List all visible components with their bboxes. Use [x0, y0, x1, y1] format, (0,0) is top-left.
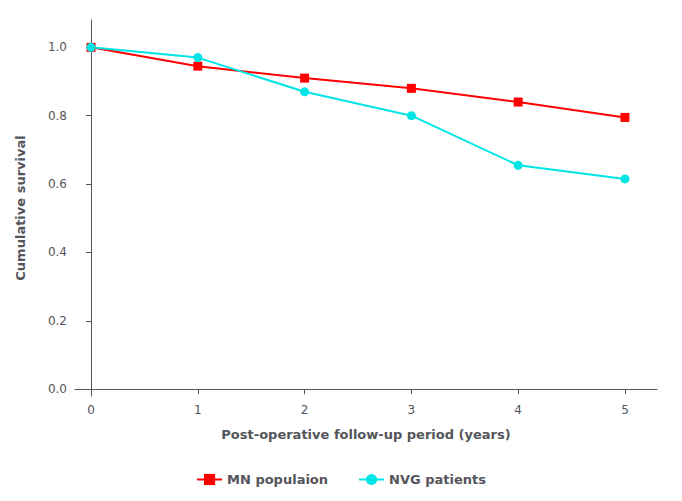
svg-text:0.4: 0.4	[48, 245, 67, 259]
svg-text:1.0: 1.0	[48, 40, 67, 54]
svg-text:4: 4	[514, 403, 522, 417]
svg-text:1: 1	[194, 403, 202, 417]
svg-text:Cumulative survival: Cumulative survival	[13, 135, 28, 280]
svg-text:0.2: 0.2	[48, 314, 67, 328]
svg-text:0.6: 0.6	[48, 177, 67, 191]
svg-text:0.0: 0.0	[48, 382, 67, 396]
svg-text:0.8: 0.8	[48, 109, 67, 123]
svg-text:Post-operative follow-up perio: Post-operative follow-up period (years)	[221, 427, 510, 442]
svg-text:5: 5	[621, 403, 629, 417]
svg-text:2: 2	[301, 403, 309, 417]
svg-text:NVG patients: NVG patients	[389, 472, 486, 487]
svg-text:3: 3	[408, 403, 416, 417]
svg-text:0: 0	[87, 403, 95, 417]
svg-text:MN populaion: MN populaion	[227, 472, 328, 487]
